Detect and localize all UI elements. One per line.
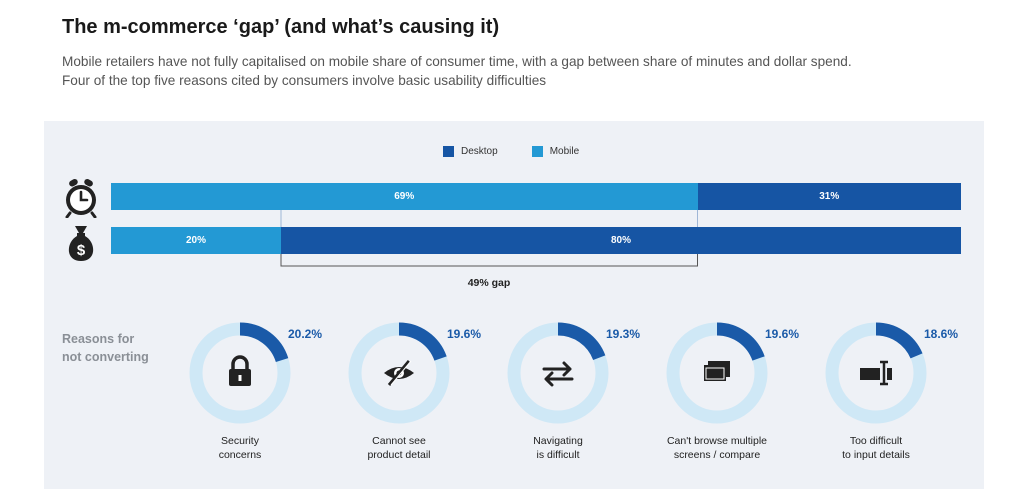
- legend-swatch-mobile: [531, 146, 543, 157]
- subtitle-line-1: Mobile retailers have not fully capitali…: [62, 54, 852, 69]
- money-bag-icon: $: [68, 226, 94, 261]
- reasons-heading-line-1: Reasons for: [62, 332, 135, 346]
- reasons-heading: Reasons for not converting: [62, 330, 149, 366]
- donut-caption-line: screens / compare: [673, 449, 761, 461]
- gap-bracket: [280, 210, 698, 267]
- donut-value-2: 19.6%: [447, 327, 482, 341]
- donut-caption-line: Too difficult: [849, 435, 903, 447]
- donut-5: [825, 322, 927, 424]
- windows-icon: [704, 361, 730, 381]
- donut-caption-line: Can't browse multiple: [666, 435, 768, 447]
- page-subtitle: Mobile retailers have not fully capitali…: [62, 52, 1002, 90]
- donut-caption-1: Security concerns: [170, 434, 310, 462]
- bar-label-mobile-spend: 20%: [185, 235, 206, 246]
- donut-caption-line: Security: [221, 435, 259, 447]
- donut-caption-line: to input details: [842, 449, 910, 461]
- donut-slice: [825, 322, 927, 424]
- donut-value-3: 19.3%: [606, 327, 641, 341]
- legend-item-mobile: Mobile: [531, 146, 580, 157]
- lock-icon: [229, 355, 251, 386]
- donut-caption-line: concerns: [218, 449, 262, 461]
- bar-mobile-time: 69%: [111, 183, 698, 210]
- donut-caption-line: product detail: [367, 449, 431, 461]
- eye-slash-icon: [384, 360, 414, 386]
- legend-swatch-desktop: [443, 146, 454, 157]
- chart-panel: [44, 121, 984, 489]
- legend-label-desktop: Desktop: [461, 146, 498, 157]
- legend-label-mobile: Mobile: [549, 146, 580, 157]
- donut-1: [189, 322, 291, 424]
- donut-3: [507, 322, 609, 424]
- donut-slice: [348, 322, 450, 424]
- donut-slice: [189, 322, 291, 424]
- subtitle-line-2: Four of the top five reasons cited by co…: [62, 73, 547, 88]
- donut-value-5: 18.6%: [924, 327, 959, 341]
- text-cursor-icon: [860, 360, 892, 386]
- reasons-heading-line-2: not converting: [62, 350, 149, 364]
- donut-caption-line: is difficult: [536, 449, 580, 461]
- donut-caption-line: Navigating: [533, 435, 583, 447]
- bar-row-spend: 20% 80%: [111, 227, 961, 254]
- bar-mobile-spend: 20%: [111, 227, 281, 254]
- svg-text:$: $: [77, 242, 86, 259]
- bar-label-desktop-spend: 80%: [610, 235, 631, 246]
- bar-label-mobile-time: 69%: [394, 191, 415, 202]
- donut-caption-line: Cannot see: [372, 435, 426, 447]
- bar-row-time: 69% 31%: [111, 183, 961, 210]
- donut-slice: [507, 322, 609, 424]
- donut-value-4: 19.6%: [765, 327, 800, 341]
- legend-item-desktop: Desktop: [443, 146, 498, 157]
- donut-caption-5: Too difficult to input details: [806, 434, 946, 462]
- bar-desktop-spend: 80%: [281, 227, 961, 254]
- legend: Desktop Mobile: [443, 146, 613, 157]
- arrows-swap-icon: [542, 361, 574, 387]
- gap-label: 49% gap: [467, 277, 511, 289]
- donut-value-1: 20.2%: [288, 327, 323, 341]
- donut-2: [348, 322, 450, 424]
- clock-icon: [65, 179, 97, 218]
- donut-caption-2: Cannot see product detail: [329, 434, 469, 462]
- donut-slice: [666, 322, 768, 424]
- page-title: The m-commerce ‘gap’ (and what’s causing…: [62, 16, 500, 38]
- donut-caption-4: Can't browse multiple screens / compare: [647, 434, 787, 462]
- donut-4: [666, 322, 768, 424]
- bar-desktop-time: 31%: [697, 183, 961, 210]
- donut-caption-3: Navigating is difficult: [488, 434, 628, 462]
- bar-label-desktop-time: 31%: [819, 191, 840, 202]
